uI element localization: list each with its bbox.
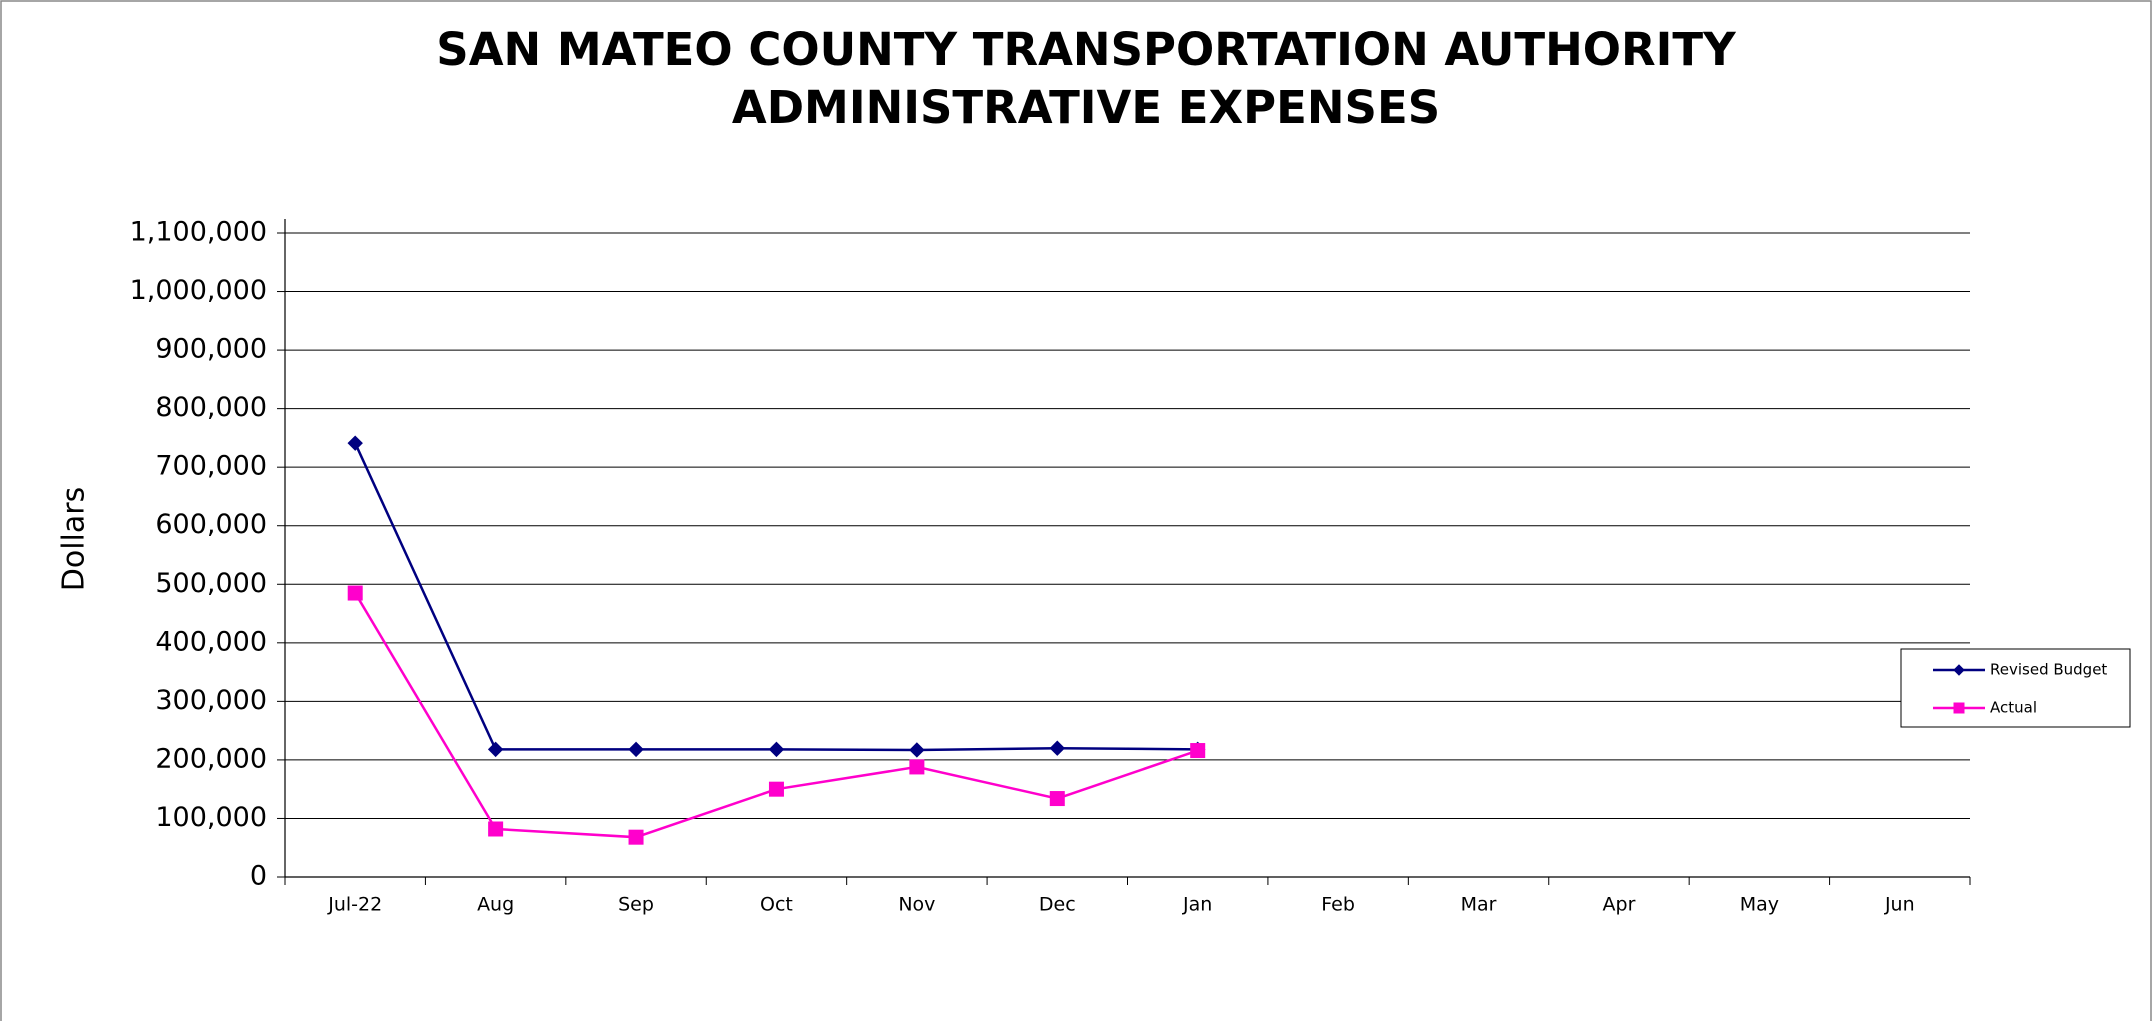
marker — [347, 435, 363, 451]
marker — [488, 821, 504, 837]
marker — [768, 741, 785, 758]
chart-title: SAN MATEO COUNTY TRANSPORTATION AUTHORIT… — [436, 23, 1737, 76]
marker — [1049, 740, 1065, 756]
legend-label: Revised Budget — [1990, 661, 2107, 679]
y-tick-label: 300,000 — [155, 685, 267, 716]
x-tick-label: Nov — [898, 894, 935, 916]
legend-box — [1900, 648, 2131, 728]
x-tick-label: Aug — [477, 894, 514, 916]
x-tick-label: Jul-22 — [327, 894, 382, 916]
x-tick-label: Jun — [1884, 894, 1915, 916]
marker — [1049, 791, 1065, 807]
marker — [1953, 702, 1965, 714]
x-tick-label: Sep — [618, 894, 654, 916]
chart-title: ADMINISTRATIVE EXPENSES — [732, 81, 1440, 134]
x-tick-label: Dec — [1039, 894, 1076, 916]
marker — [1953, 664, 1965, 676]
y-tick-label: 700,000 — [155, 451, 267, 482]
y-tick-label: 1,000,000 — [130, 275, 267, 306]
y-axis-label: Dollars — [57, 487, 92, 591]
x-tick-label: Mar — [1461, 894, 1497, 916]
x-tick-label: Oct — [760, 894, 793, 916]
marker — [487, 741, 504, 758]
y-tick-label: 1,100,000 — [130, 217, 267, 248]
y-tick-label: 800,000 — [155, 392, 267, 423]
y-tick-label: 0 — [250, 861, 267, 892]
marker — [909, 742, 925, 758]
y-tick-label: 600,000 — [155, 509, 267, 540]
marker — [347, 585, 363, 601]
y-tick-label: 500,000 — [155, 568, 267, 599]
x-tick-label: Feb — [1321, 894, 1355, 916]
y-tick-label: 200,000 — [155, 743, 267, 774]
marker — [768, 781, 784, 797]
x-tick-label: Apr — [1603, 894, 1636, 916]
y-tick-label: 100,000 — [155, 802, 267, 833]
marker — [628, 829, 644, 845]
marker — [909, 759, 925, 775]
x-tick-label: May — [1740, 894, 1779, 916]
y-tick-label: 900,000 — [155, 334, 267, 365]
marker — [628, 741, 644, 758]
y-tick-label: 400,000 — [155, 626, 267, 657]
legend-label: Actual — [1990, 699, 2037, 717]
x-tick-label: Jan — [1182, 894, 1212, 916]
marker — [1190, 743, 1206, 759]
